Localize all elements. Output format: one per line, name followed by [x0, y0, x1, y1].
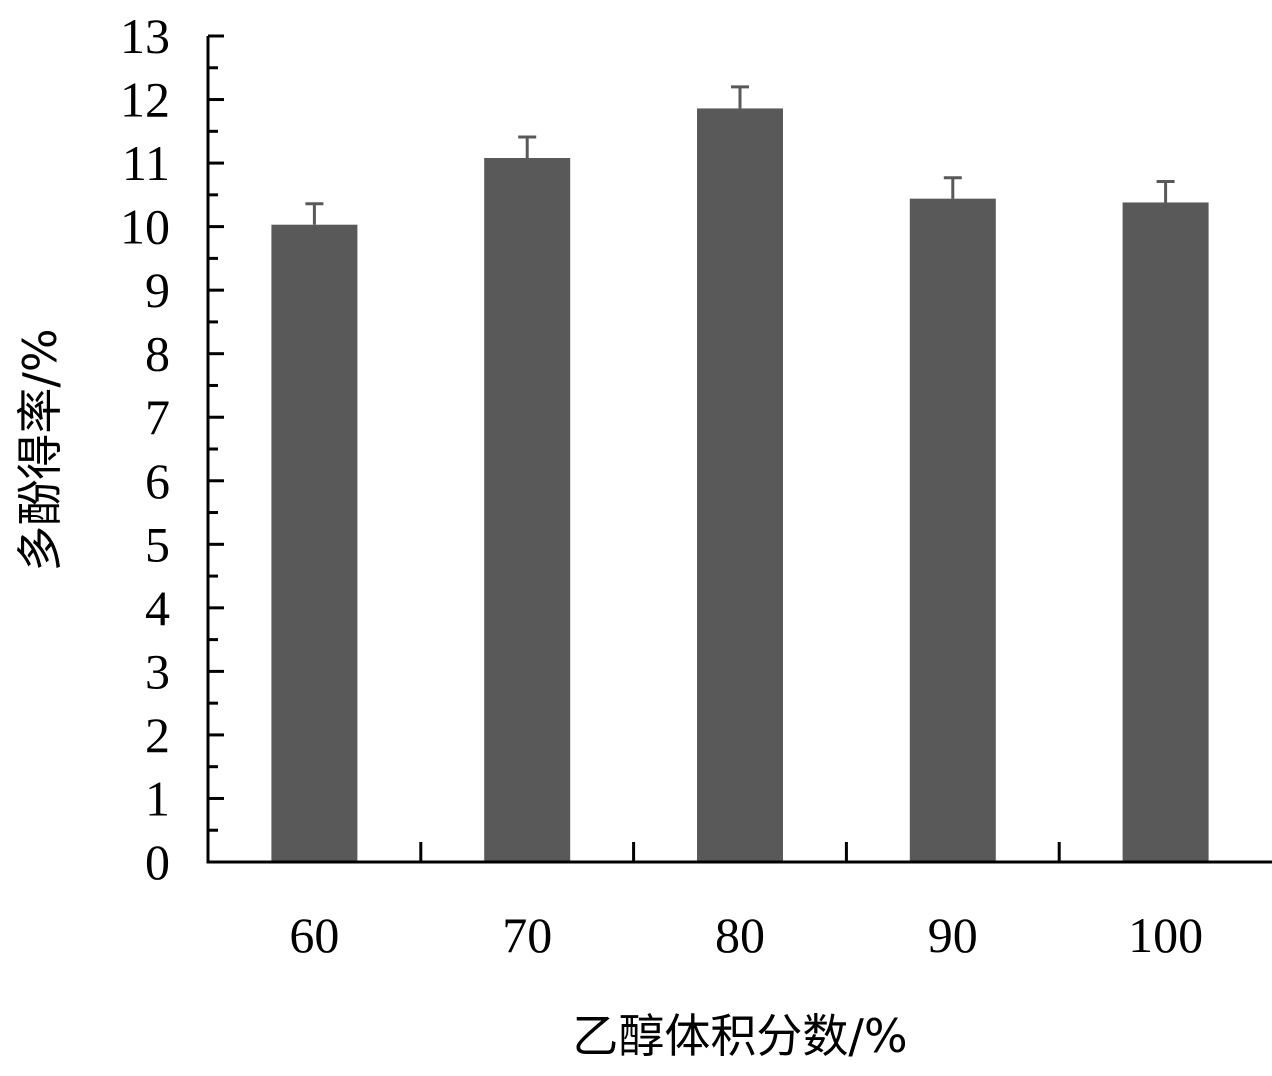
x-tick-label-70: 70	[502, 907, 552, 963]
y-tick-label-8: 8	[145, 326, 170, 382]
y-tick-label-12: 12	[120, 72, 170, 128]
error-bars-layer	[305, 85, 1175, 225]
y-tick-label-0: 0	[145, 834, 170, 890]
y-tick-label-5: 5	[145, 516, 170, 572]
bar-60	[271, 224, 358, 862]
x-tick-label-80: 80	[715, 907, 765, 963]
y-tick-label-11: 11	[122, 135, 170, 191]
y-tick-label-3: 3	[145, 643, 170, 699]
x-tick-label-60: 60	[289, 907, 339, 963]
y-tick-label-9: 9	[145, 262, 170, 318]
y-tick-label-1: 1	[145, 770, 170, 826]
y-tick-label-10: 10	[120, 199, 170, 255]
y-tick-label-4: 4	[145, 580, 170, 636]
y-tick-label-6: 6	[145, 453, 170, 509]
bar-90	[909, 198, 996, 863]
y-tick-label-7: 7	[145, 389, 170, 445]
x-tick-labels: 60 70 80 90 100	[289, 907, 1203, 963]
y-tick-label-2: 2	[145, 707, 170, 763]
x-tick-label-90: 90	[928, 907, 978, 963]
bar-70	[484, 157, 571, 863]
bar-80	[697, 108, 783, 863]
x-tick-label-100: 100	[1128, 907, 1203, 963]
y-tick-label-13: 13	[120, 8, 170, 64]
y-axis-title: 多酚得率/%	[13, 328, 67, 571]
x-axis-title: 乙醇体积分数/%	[572, 1009, 907, 1063]
axes-layer	[206, 34, 1272, 864]
bars-layer	[271, 108, 1209, 863]
bar-100	[1122, 202, 1209, 862]
